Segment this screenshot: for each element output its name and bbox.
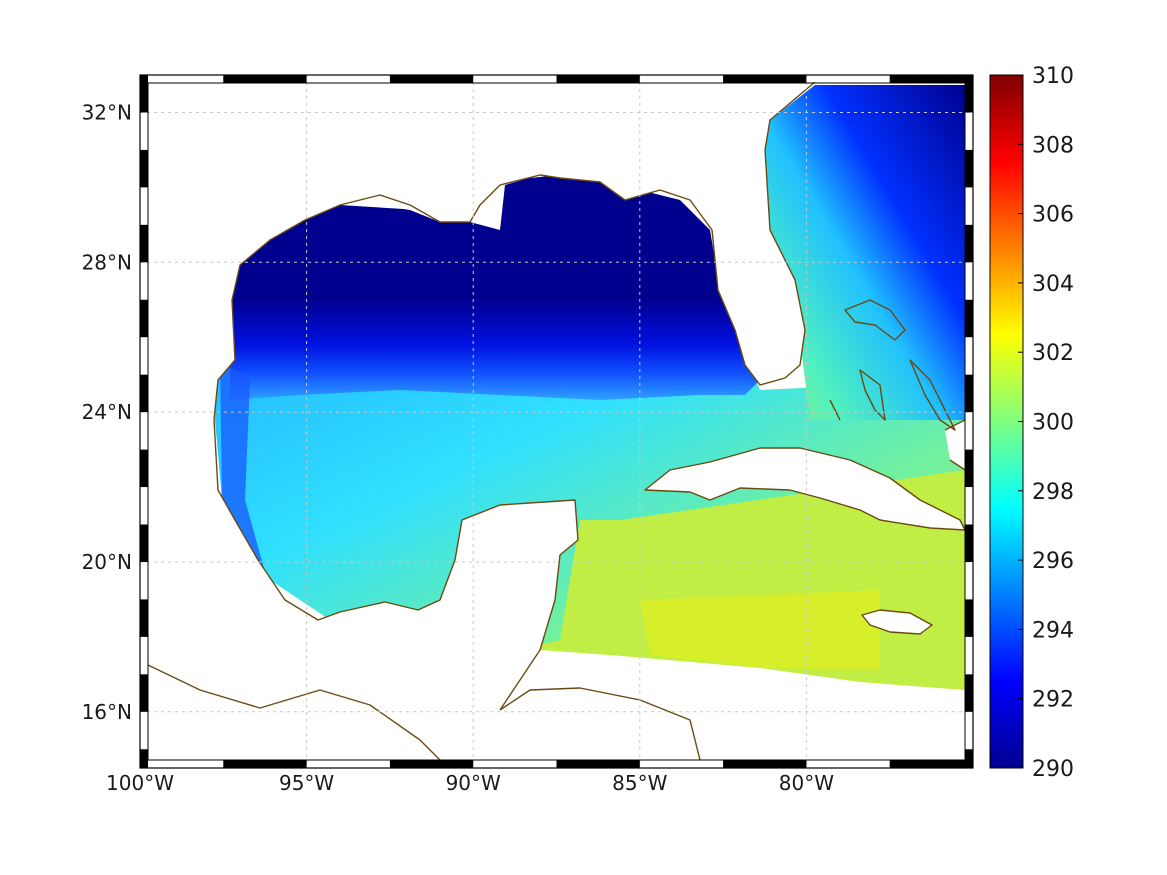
colorbar-tick-label: 310 — [1032, 64, 1074, 89]
frame-segment-bottom — [556, 760, 640, 768]
colorbar-tick-label: 306 — [1032, 203, 1074, 228]
colorbar-tick-label: 292 — [1032, 688, 1074, 713]
lon-tick-label: 85°W — [612, 771, 667, 795]
colorbar-tick-label: 296 — [1032, 549, 1074, 574]
frame-segment-right — [965, 374, 973, 413]
frame-segment-bottom — [889, 760, 973, 768]
lat-tick-label: 32°N — [82, 100, 132, 124]
frame-segment-bottom — [389, 760, 474, 768]
gridlines — [140, 75, 973, 768]
frame-segment-right — [965, 599, 973, 637]
coastlines — [148, 82, 965, 760]
frame-segment-right — [965, 524, 973, 562]
lat-tick-label: 20°N — [82, 550, 132, 574]
lat-tick-label: 28°N — [82, 250, 132, 274]
sst-gulf-north — [230, 175, 770, 400]
frame-segment-left — [140, 299, 148, 338]
frame-segment-left — [140, 449, 148, 488]
frame-segment-right — [965, 149, 973, 188]
colorbar-tick-label: 294 — [1032, 618, 1074, 643]
frame-segment-right — [965, 449, 973, 488]
land-hispaniola — [945, 420, 965, 470]
lon-tick-label: 90°W — [446, 771, 501, 795]
coastline-central-america — [148, 664, 701, 760]
colorbar-tick-label: 300 — [1032, 411, 1074, 436]
lat-tick-label: 16°N — [82, 700, 132, 724]
colorbar-tick-label: 304 — [1032, 272, 1074, 297]
frame-segment-bottom — [723, 760, 807, 768]
land-cuba — [645, 448, 965, 530]
sst-atlantic — [765, 85, 965, 420]
frame-segment-left — [140, 149, 148, 188]
frame-segment-left — [140, 374, 148, 413]
coastline-mexico — [213, 359, 579, 711]
coastline-cuba — [644, 447, 965, 531]
colorbar-tick-label: 290 — [1032, 757, 1074, 782]
sst-warm-patch — [640, 590, 880, 670]
frame-segment-right — [965, 224, 973, 263]
frame-segment-top — [723, 75, 807, 83]
coastline-jamaica — [861, 609, 933, 635]
frame-segment-left — [140, 524, 148, 562]
lon-tick-label: 80°W — [779, 771, 834, 795]
frame-segment-left — [140, 674, 148, 712]
coastline-hispaniola — [944, 419, 965, 471]
frame-segment-right — [965, 674, 973, 712]
coastline-bahamas — [829, 299, 956, 431]
latitude-tick-labels: 32°N 28°N 24°N 20°N 16°N — [82, 100, 132, 723]
frame-segment-left — [140, 224, 148, 263]
frame-segment-top — [889, 75, 973, 83]
colorbar-tick-label: 298 — [1032, 480, 1074, 505]
lon-tick-label: 95°W — [279, 771, 334, 795]
colorbar-tick-label: 302 — [1032, 341, 1074, 366]
colorbar: 310 308 306 304 302 300 298 296 294 292 290 — [989, 64, 1074, 782]
lon-tick-label: 100°W — [106, 771, 174, 795]
coastline-us-gulf — [231, 82, 816, 386]
frame-segment-top — [556, 75, 640, 83]
frame-segment-top — [389, 75, 474, 83]
frame-segment-left — [140, 749, 148, 768]
lat-tick-label: 24°N — [82, 400, 132, 424]
frame-segment-top — [223, 75, 307, 83]
longitude-tick-labels: 100°W 95°W 90°W 85°W 80°W — [106, 771, 834, 795]
frame-segment-left — [140, 75, 148, 113]
frame-segment-right — [965, 749, 973, 768]
frame-segment-left — [140, 599, 148, 637]
frame-segment-right — [965, 299, 973, 338]
frame-segment-right — [965, 75, 973, 113]
colorbar-gradient — [989, 74, 1024, 769]
land-mask — [148, 82, 965, 760]
frame-segment-bottom — [223, 760, 307, 768]
map-frame — [139, 74, 974, 769]
colorbar-tick-labels: 310 308 306 304 302 300 298 296 294 292 290 — [1018, 64, 1074, 782]
colorbar-tick-label: 308 — [1032, 133, 1074, 158]
land-north-america — [148, 82, 815, 760]
